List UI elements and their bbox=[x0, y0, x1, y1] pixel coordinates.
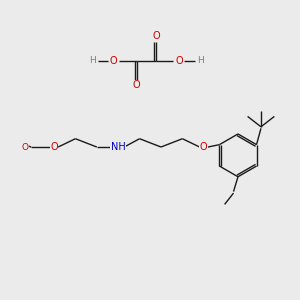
Text: O: O bbox=[175, 56, 183, 66]
Text: NH: NH bbox=[111, 142, 126, 152]
Text: O: O bbox=[50, 142, 58, 152]
Text: H: H bbox=[89, 56, 95, 65]
Text: O: O bbox=[152, 32, 160, 41]
Text: O: O bbox=[110, 56, 118, 66]
Text: O: O bbox=[22, 142, 29, 152]
Text: O: O bbox=[200, 142, 208, 152]
Text: H: H bbox=[197, 56, 204, 65]
Text: O: O bbox=[133, 80, 140, 90]
